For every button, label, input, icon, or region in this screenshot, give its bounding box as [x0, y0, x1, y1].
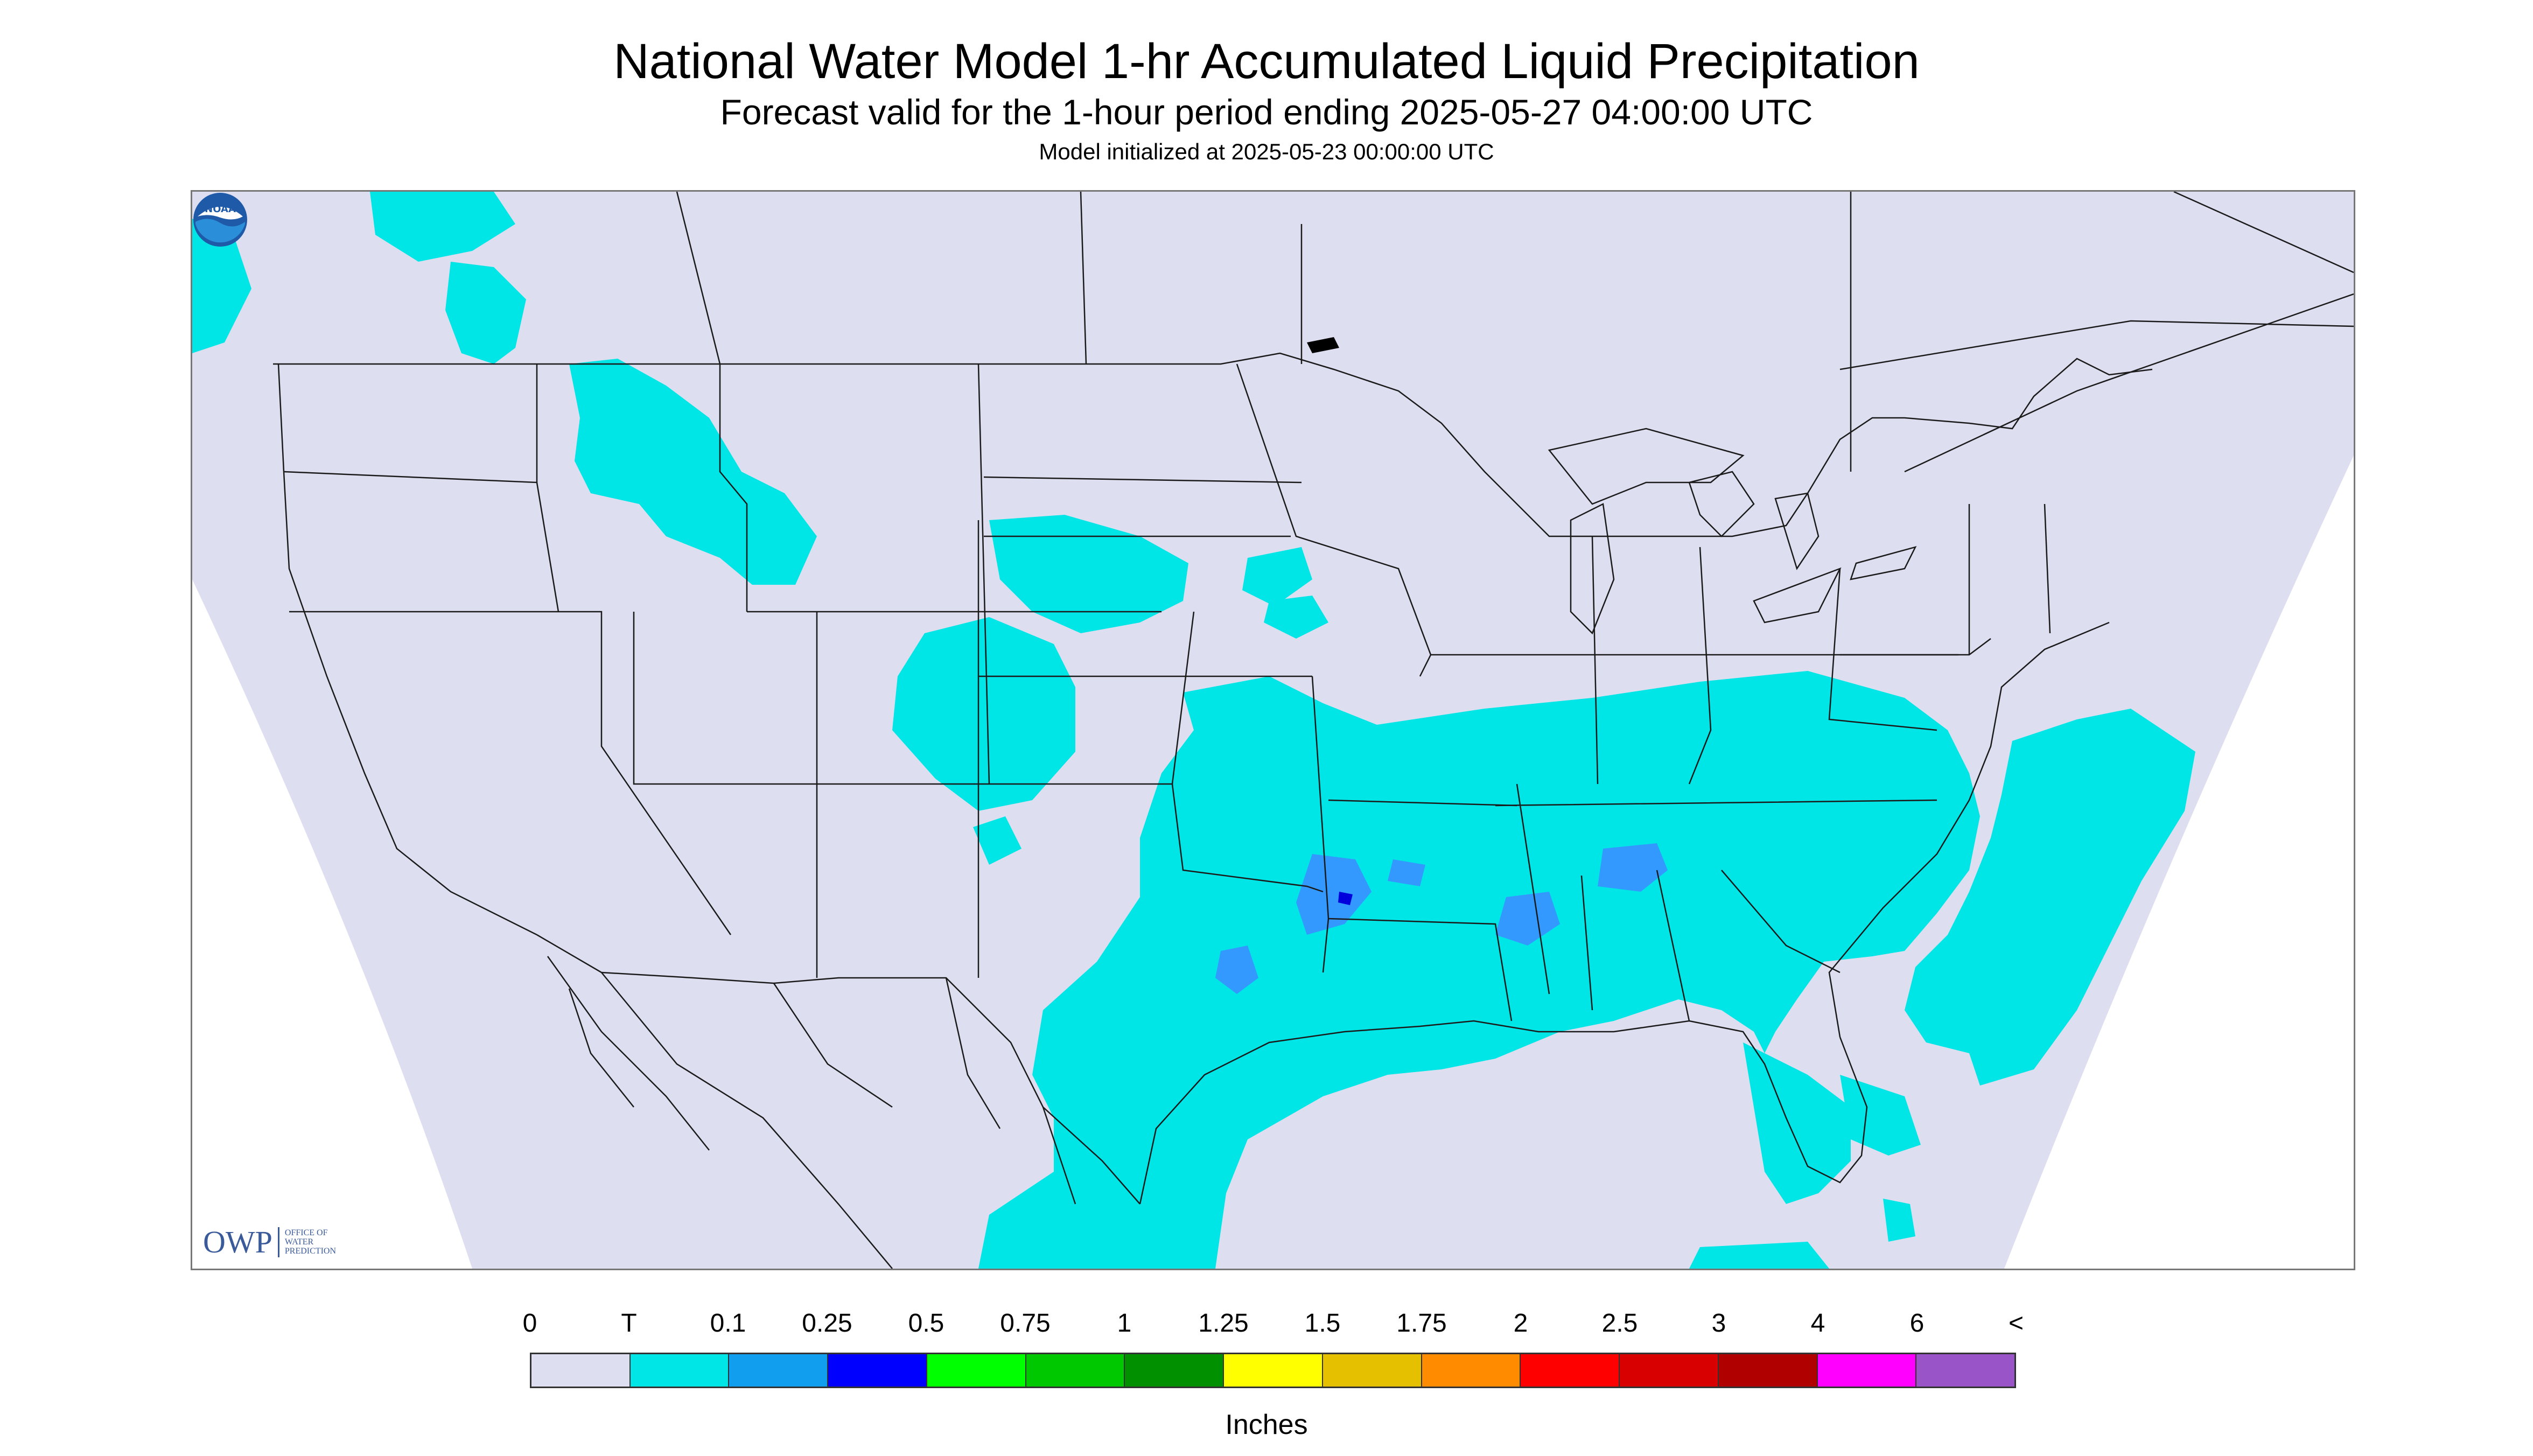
mexico-lines: [601, 972, 1076, 1269]
legend-swatch: [1323, 1354, 1422, 1387]
precip-blue-areas: [1338, 892, 1353, 905]
owp-logo: OWP OFFICE OF WATER PREDICTION: [203, 1224, 336, 1260]
precip-spot-alabama: [1598, 843, 1668, 892]
precip-spot-texas: [1215, 946, 1258, 994]
precip-area-colorado: [892, 617, 1075, 811]
legend-swatch: [1916, 1354, 2015, 1387]
projection-edge-left: [192, 192, 472, 1269]
legend-swatch: [1224, 1354, 1323, 1387]
legend-swatch: [630, 1354, 730, 1387]
legend-tick-label: 6: [1909, 1309, 1925, 1338]
state-line-or-ca-nv: [289, 611, 732, 935]
owp-logo-divider: [277, 1227, 279, 1257]
precip-spot-oklahoma: [1296, 854, 1372, 935]
baja-coast: [547, 956, 710, 1151]
legend-tick-label: 0.5: [908, 1309, 944, 1338]
legend-tick-label: 2: [1513, 1309, 1528, 1338]
legend-units-label: Inches: [1225, 1409, 1308, 1440]
legend-tick-label: 1: [1117, 1309, 1132, 1338]
legend-tick-label: 0.1: [710, 1309, 746, 1338]
precip-area-florida-east: [1840, 1075, 1921, 1156]
map-title: National Water Model 1-hr Accumulated Li…: [613, 34, 1920, 89]
precip-light-blue-areas: [1215, 843, 1668, 994]
state-line-mountain: [633, 520, 1195, 978]
precip-area-florida: [1743, 1042, 1851, 1204]
svg-text:NOAA: NOAA: [205, 204, 236, 215]
model-init-label: Model initialized at 2025-05-23 00:00:00…: [1039, 139, 1494, 164]
precip-area-dakotas: [989, 515, 1188, 633]
legend-swatch: [1817, 1354, 1917, 1387]
precip-area-bc-central: [445, 262, 526, 364]
precip-trace-areas: [192, 192, 2195, 1269]
legend-tick-label: 1.25: [1198, 1309, 1249, 1338]
precip-area-gulf: [1689, 1242, 1829, 1269]
precip-max-cell: [1338, 892, 1353, 905]
state-line-southeast: [1495, 783, 1937, 1021]
gulf-coast: [1139, 1020, 1868, 1205]
west-coast: [277, 363, 537, 936]
state-line-plains: [977, 363, 1324, 893]
legend-tick-labels: 0 T 0.1 0.25 0.5 0.75 1 1.25 1.5 1.75 2 2.5 3 4 6 <: [523, 1308, 2024, 1341]
legend-swatch: [1125, 1354, 1224, 1387]
legend-tick-label: 2.5: [1601, 1309, 1638, 1338]
legend-tick-label: 0.25: [802, 1309, 852, 1338]
map-canvas: [192, 192, 2354, 1269]
legend-tick-label: 0: [522, 1309, 537, 1338]
small-features: [1307, 337, 1339, 353]
noaa-logo: NOAA: [193, 193, 247, 247]
legend-swatch: [1521, 1354, 1620, 1387]
great-lakes: [1548, 428, 1917, 635]
precip-area-nebraska: [1242, 547, 1312, 606]
owp-logo-text: OFFICE OF WATER PREDICTION: [284, 1228, 336, 1256]
legend-swatch: [828, 1354, 927, 1387]
state-line-northeast: [1840, 503, 2051, 656]
canada-us-border: [273, 352, 2153, 537]
legend-tick-label: T: [621, 1309, 637, 1338]
forecast-valid-subtitle: Forecast valid for the 1-hour period end…: [720, 92, 1813, 132]
owp-logo-letters: OWP: [203, 1224, 272, 1259]
precip-spot-louisiana: [1495, 892, 1560, 946]
state-line-wa-or: [283, 364, 538, 484]
precip-area-idaho-montana: [569, 359, 817, 585]
precip-spot-arkansas: [1388, 859, 1425, 886]
precip-area-pnw-coast: [192, 219, 251, 353]
precip-area-south-central: [978, 671, 1980, 1269]
province-lines: [676, 192, 2354, 473]
legend-swatch: [1718, 1354, 1818, 1387]
precip-area-iowa: [1264, 596, 1328, 639]
legend-tick-label: 4: [1810, 1309, 1825, 1338]
state-line-great-lakes: [1431, 536, 1958, 785]
legend-tick-label: 3: [1711, 1309, 1726, 1338]
legend-swatch: [927, 1354, 1026, 1387]
boundary-lines: [273, 192, 2354, 1269]
isle-royale: [1307, 337, 1339, 353]
legend-color-bar: [530, 1353, 2016, 1388]
legend-tick-label: 1.75: [1396, 1309, 1447, 1338]
legend-tick-label: 0.75: [1000, 1309, 1051, 1338]
projection-edge-right: [2004, 192, 2354, 1269]
legend-swatch: [1422, 1354, 1521, 1387]
legend-swatch: [531, 1354, 631, 1387]
legend-tick-label: 1.5: [1304, 1309, 1341, 1338]
legend-swatch: [1026, 1354, 1125, 1387]
state-line-id-mt-wy: [536, 364, 748, 612]
precip-area-nm-panhandle: [973, 816, 1021, 865]
state-line-midwest: [1236, 363, 1517, 1021]
legend-swatch: [729, 1354, 829, 1387]
legend-tick-label: <: [2008, 1309, 2024, 1338]
precip-area-atlantic: [1905, 709, 2195, 1086]
precip-area-bahamas: [1883, 1199, 1915, 1242]
legend-swatch: [1620, 1354, 1719, 1387]
precip-area-bc-north: [370, 192, 515, 262]
east-coast: [1828, 621, 2110, 1038]
precipitation-map[interactable]: OWP OFFICE OF WATER PREDICTION NOAA: [191, 190, 2355, 1270]
us-mexico-border: [536, 934, 1140, 1205]
